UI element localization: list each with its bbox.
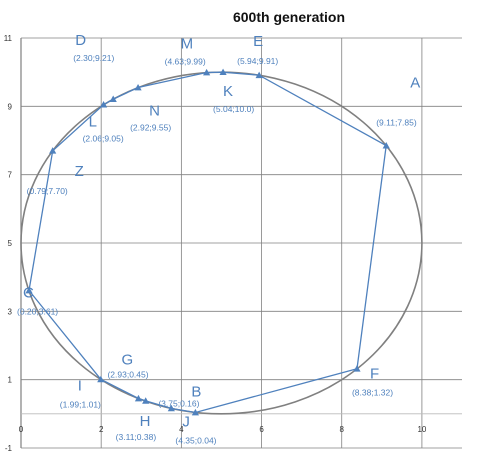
point-coord-label-b: (3.75;0.16) [158, 398, 199, 408]
point-name-h: H [140, 413, 151, 430]
point-coord-label-j: (4.35;0.04) [175, 435, 216, 445]
x-tick-label-1: 2 [99, 425, 104, 434]
point-coord-label-f: (8.38;1.32) [352, 388, 393, 398]
point-coord-label-i: (1.99;1.01) [60, 399, 101, 409]
point-marker-d [109, 95, 117, 103]
point-name-i: I [78, 377, 82, 394]
x-tick-label-0: 0 [19, 425, 24, 434]
point-coord-label-e: (5.94;9.91) [237, 56, 278, 66]
point-marker-m [203, 68, 211, 76]
x-tick-label-5: 10 [417, 425, 426, 434]
axis-ticks: 0 2 4 6 8 10 -1 1 3 5 7 9 11 [4, 34, 427, 453]
x-tick-label-4: 8 [340, 425, 345, 434]
marker-layer [25, 68, 390, 416]
point-name-b: B [191, 383, 201, 400]
point-marker-f [353, 365, 361, 372]
point-name-j: J [182, 413, 190, 430]
y-tick-label-3: 5 [8, 239, 13, 248]
point-name-n: N [149, 103, 160, 120]
point-name-k: K [223, 83, 233, 100]
point-coord-label-m: (4.63;9.99) [165, 57, 206, 67]
grid [20, 37, 462, 449]
y-tick-label-1: 1 [8, 376, 13, 385]
point-marker-z [49, 147, 57, 154]
point-marker-a [382, 142, 390, 149]
point-coord-label-a: (9.11;7.85) [376, 118, 417, 128]
point-coord-label-l: (2.06;9.05) [83, 134, 124, 144]
point-marker-c [25, 286, 33, 294]
point-coord-label-k: (5.04;10.0) [213, 104, 254, 114]
point-coord-label-d: (2.30;9.21) [73, 53, 114, 63]
point-marker-l [99, 101, 108, 108]
point-name-g: G [121, 351, 133, 368]
point-marker-e [255, 71, 263, 79]
point-name-z: Z [75, 163, 84, 180]
point-name-l: L [89, 114, 97, 131]
point-marker-j [191, 408, 199, 416]
y-tick-label-4: 7 [8, 171, 13, 180]
point-name-e: E [253, 33, 263, 50]
point-coord-label-z: (0.79;7.70) [27, 186, 68, 196]
point-name-f: F [370, 366, 379, 383]
chart-title: 600th generation [233, 9, 345, 25]
point-name-d: D [75, 32, 86, 49]
point-marker-b [167, 404, 175, 412]
y-tick-label-5: 9 [8, 102, 13, 111]
point-marker-k [219, 68, 227, 76]
route-layer [28, 71, 387, 414]
point-coord-label-h: (3.11;0.38) [116, 432, 157, 442]
y-tick-label-0: -1 [5, 444, 13, 453]
point-marker-g [134, 394, 143, 402]
point-coord-label-g: (2.93;0.45) [107, 369, 148, 379]
point-name-a: A [410, 75, 420, 92]
point-marker-n [134, 83, 142, 91]
x-tick-label-2: 4 [179, 425, 184, 434]
point-marker-h [142, 397, 150, 404]
route-line [28, 71, 387, 414]
point-coord-label-c: (0.20;3.61) [17, 306, 58, 316]
point-name-m: M [181, 36, 194, 53]
point-coord-label-n: (2.92;9.55) [130, 123, 171, 133]
point-marker-i [97, 375, 105, 383]
y-tick-label-2: 3 [8, 307, 13, 316]
x-tick-label-3: 6 [259, 425, 264, 434]
y-tick-label-6: 11 [4, 34, 13, 43]
label-layer: A (9.11;7.85) B(3.75;0.16) C (0.20;3.61) D (2.… [17, 32, 420, 445]
point-name-c: C [23, 284, 34, 301]
